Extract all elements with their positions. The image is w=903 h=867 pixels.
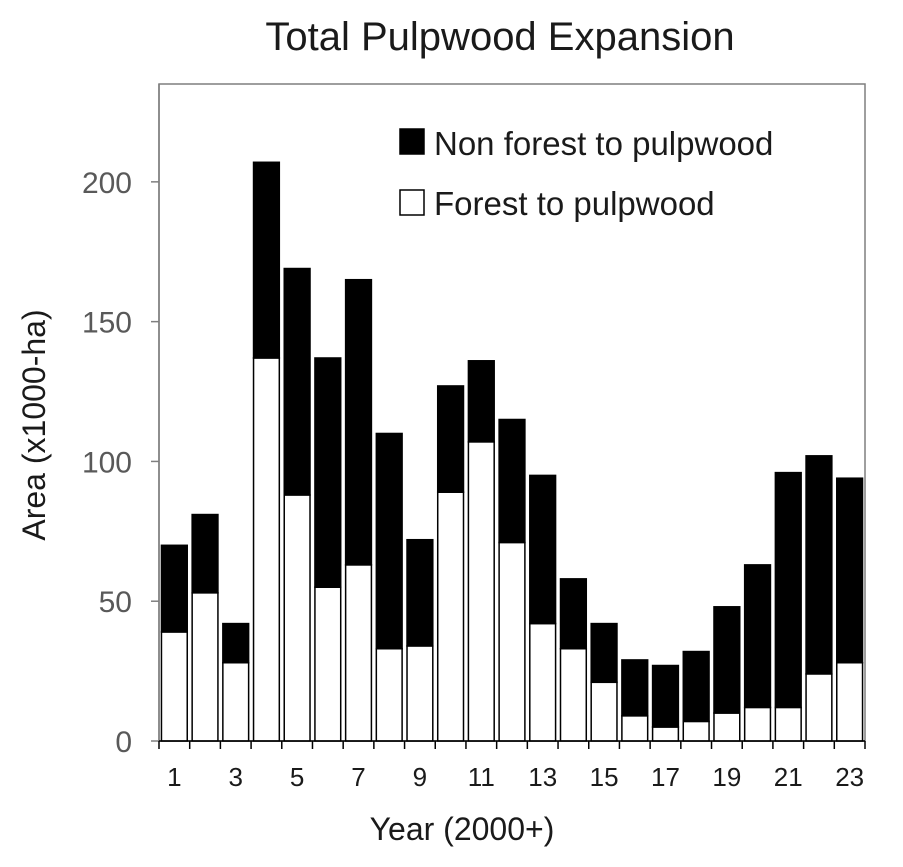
bar-non-forest-20 (743, 564, 772, 709)
bar-forest-7 (344, 564, 373, 742)
bar-non-forest-6 (314, 357, 342, 588)
bar-forest-22 (805, 673, 833, 742)
bar-forest-8 (375, 647, 403, 742)
x-axis-label: Year (2000+) (370, 811, 555, 847)
bar-non-forest-3 (222, 622, 250, 664)
bar-forest-15 (590, 681, 618, 742)
bar-non-forest-12 (498, 418, 526, 544)
y-axis: 0 50 100 150 200 (82, 84, 160, 759)
legend-item-forest: Forest to pulpwood (399, 185, 715, 222)
y-tick-label-150: 150 (82, 307, 132, 340)
x-tick-label-17: 17 (651, 762, 680, 792)
bar-non-forest-1 (160, 544, 188, 633)
bar-forest-18 (682, 720, 710, 742)
x-tick-label-11: 11 (468, 762, 495, 792)
y-tick-label-100: 100 (82, 446, 132, 479)
bar-forest-19 (713, 712, 741, 742)
bar-non-forest-17 (651, 664, 680, 728)
x-tick-label-21: 21 (774, 762, 803, 792)
bar-non-forest-22 (805, 455, 833, 675)
bar-forest-14 (559, 647, 588, 742)
bar-forest-1 (160, 631, 188, 742)
x-tick-label-9: 9 (413, 762, 427, 792)
legend-swatch-forest (399, 189, 425, 216)
bar-non-forest-10 (436, 385, 465, 493)
bar-forest-20 (743, 706, 772, 742)
bar-non-forest-14 (559, 578, 588, 650)
bars-layer (160, 161, 864, 742)
bar-forest-6 (314, 586, 342, 742)
bar-non-forest-23 (836, 477, 864, 664)
bar-forest-12 (498, 541, 526, 742)
bar-forest-10 (436, 491, 465, 742)
bar-forest-2 (191, 592, 219, 742)
bar-non-forest-2 (191, 513, 219, 594)
bar-non-forest-5 (283, 267, 311, 496)
bar-forest-4 (252, 357, 281, 742)
bar-forest-16 (621, 715, 649, 742)
x-tick-label-5: 5 (290, 762, 304, 792)
legend-label-forest: Forest to pulpwood (434, 185, 715, 222)
x-tick-label-13: 13 (528, 762, 557, 792)
legend: Non forest to pulpwood Forest to pulpwoo… (399, 125, 773, 222)
chart-title: Total Pulpwood Expansion (265, 15, 734, 59)
bar-forest-5 (283, 494, 311, 742)
x-tick-label-1: 1 (167, 762, 181, 792)
bar-non-forest-8 (375, 432, 403, 650)
bar-non-forest-13 (529, 474, 557, 625)
bar-forest-13 (529, 622, 557, 742)
y-axis-label: Area (x1000-ha) (16, 309, 52, 540)
legend-item-non-forest: Non forest to pulpwood (399, 125, 773, 162)
bar-non-forest-16 (621, 659, 649, 717)
bar-forest-17 (651, 726, 680, 742)
x-tick-label-3: 3 (229, 762, 243, 792)
bar-non-forest-4 (252, 161, 281, 359)
bar-forest-23 (836, 661, 864, 742)
x-tick-label-15: 15 (590, 762, 619, 792)
bar-non-forest-21 (774, 471, 802, 709)
x-axis: 1 3 5 7 9 11 13 15 17 19 21 23 (158, 740, 866, 792)
bar-non-forest-19 (713, 606, 741, 714)
bar-forest-9 (406, 645, 434, 742)
bar-forest-3 (222, 661, 250, 742)
bar-non-forest-7 (344, 278, 373, 566)
y-tick-label-50: 50 (99, 586, 132, 619)
bar-forest-11 (467, 441, 495, 742)
x-tick-label-7: 7 (351, 762, 365, 792)
bar-non-forest-11 (467, 360, 495, 443)
bar-non-forest-15 (590, 622, 618, 684)
x-tick-label-19: 19 (712, 762, 741, 792)
bar-non-forest-18 (682, 650, 710, 723)
legend-swatch-non-forest (399, 128, 425, 155)
y-tick-label-200: 200 (82, 167, 132, 200)
x-tick-label-23: 23 (835, 762, 864, 792)
bar-non-forest-9 (406, 538, 434, 647)
bar-forest-21 (774, 706, 802, 742)
legend-label-non-forest: Non forest to pulpwood (434, 125, 773, 162)
y-tick-label-0: 0 (115, 726, 132, 759)
